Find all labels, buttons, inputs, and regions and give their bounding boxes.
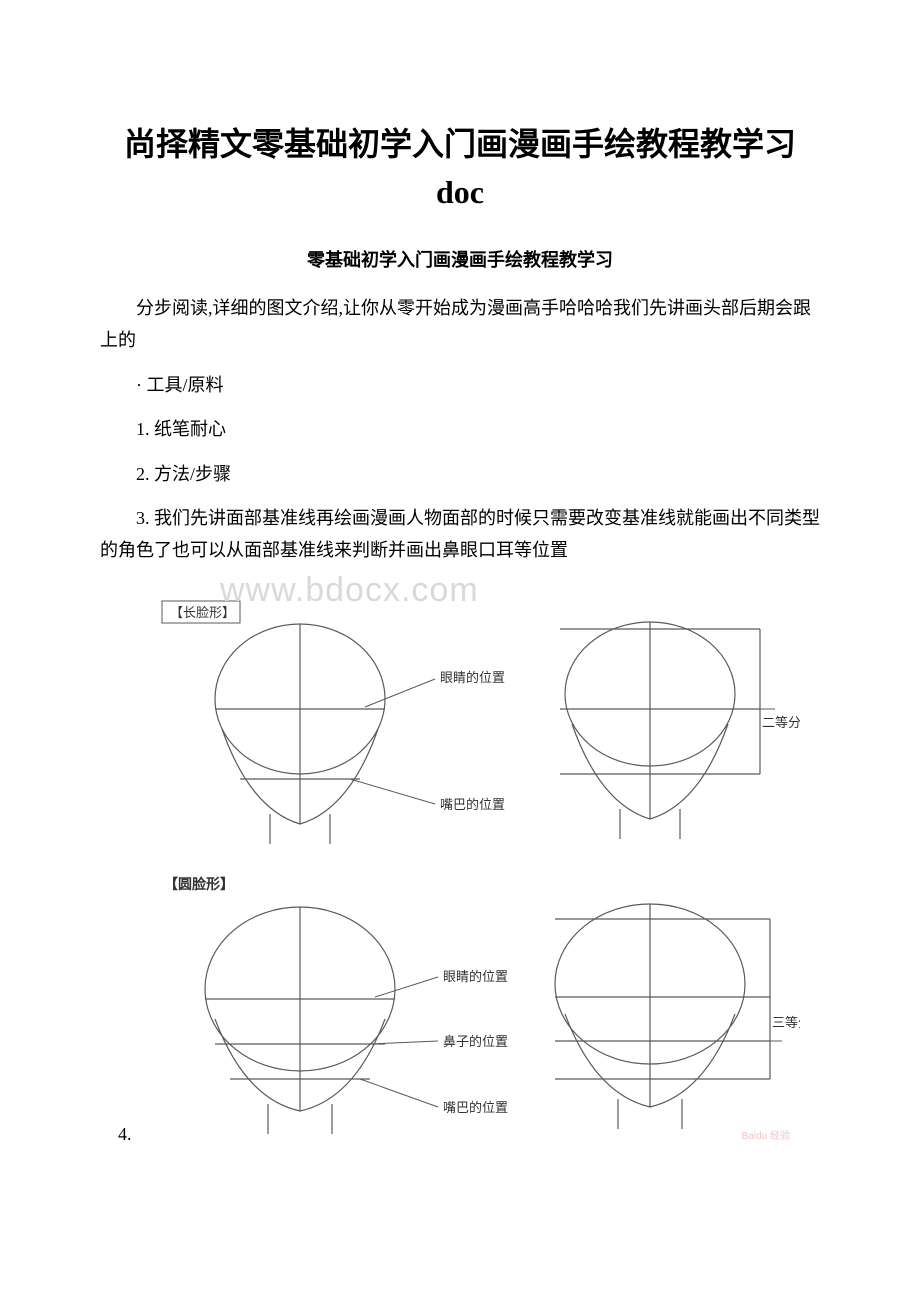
svg-text:眼睛的位置: 眼睛的位置 [443,969,508,984]
watermark-text: www.bdocx.com [220,571,479,610]
long-face-right: 二等分 [560,622,800,839]
round-face-label: 【圆脸形】 [164,876,234,893]
tools-heading: · 工具/原料 [100,369,820,401]
list-item-1: 1. 纸笔耐心 [100,413,820,445]
svg-text:鼻子的位置: 鼻子的位置 [443,1034,508,1049]
document-subtitle: 零基础初学入门画漫画手绘教程教学习 [100,246,820,272]
face-diagram-container: www.bdocx.com 【长脸形】 眼睛的位置 嘴巴的位置 [160,579,820,1144]
list-item-3: 3. 我们先讲面部基准线再绘画漫画人物面部的时候只需要改变基准线就能画出不同类型… [100,502,820,567]
intro-paragraph: 分步阅读,详细的图文介绍,让你从零开始成为漫画高手哈哈哈我们先讲画头部后期会跟上… [100,292,820,357]
svg-text:三等分: 三等分 [772,1015,800,1030]
svg-text:眼睛的位置: 眼睛的位置 [440,670,505,685]
long-face-left: 眼睛的位置 嘴巴的位置 [215,624,505,844]
baidu-watermark: Baidu 经验 [742,1127,790,1142]
svg-text:二等分: 二等分 [762,715,800,730]
svg-text:嘴巴的位置: 嘴巴的位置 [440,797,505,812]
round-face-left: 眼睛的位置 鼻子的位置 嘴巴的位置 [205,907,508,1134]
svg-text:嘴巴的位置: 嘴巴的位置 [443,1100,508,1115]
round-face-right: 三等分 [555,904,800,1129]
document-title: 尚择精文零基础初学入门画漫画手绘教程教学习 doc [100,120,820,216]
list-item-2: 2. 方法/步骤 [100,458,820,490]
face-guidelines-diagram: 【长脸形】 眼睛的位置 嘴巴的位置 [160,579,800,1139]
